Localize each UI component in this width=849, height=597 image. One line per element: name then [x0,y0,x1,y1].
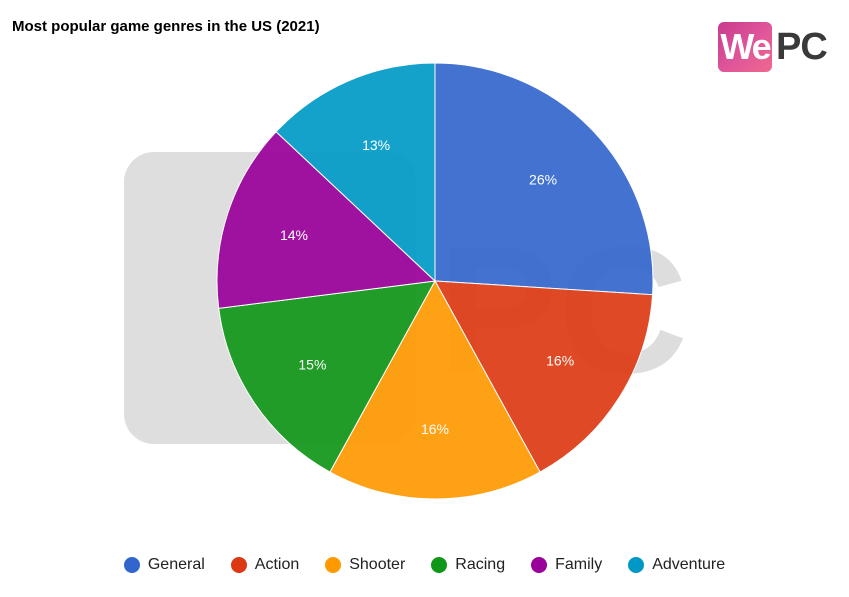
legend-label: Racing [455,556,506,573]
legend: General Action Shooter Racing Family Adventur… [0,556,849,574]
legend-item-family: Family [531,556,602,574]
legend-swatch [531,557,548,573]
legend-swatch [230,557,247,573]
slice-label-shooter: 16% [421,421,449,437]
logo-badge: We [718,22,772,72]
pie-slice-shooter [329,279,541,500]
legend-item-general: General [123,556,205,574]
legend-label: Action [254,556,300,573]
pie-slice-family [216,131,437,309]
chart-title: Most popular game genres in the US (2021… [12,18,320,35]
slice-label-action: 16% [546,352,574,368]
legend-item-shooter: Shooter [325,556,405,574]
wepc-logo: We PC [718,22,828,72]
legend-item-adventure: Adventure [628,556,725,574]
logo-text: PC [776,25,828,68]
pie-slice-racing [218,280,436,473]
legend-swatch [123,557,140,573]
slice-label-racing: 15% [298,356,326,372]
slice-label-general: 26% [529,172,557,188]
legend-label: Adventure [652,556,726,573]
pie-slice-action [434,280,654,473]
slice-label-adventure: 13% [362,137,390,153]
pie-slice-general [434,62,654,296]
legend-swatch [431,557,448,573]
pie-slice-adventure [275,62,436,283]
legend-swatch [325,557,342,573]
slice-label-family: 14% [280,227,308,243]
legend-item-action: Action [230,556,300,574]
legend-label: General [147,556,205,573]
legend-label: Family [555,556,603,573]
legend-label: Shooter [349,556,406,573]
legend-item-racing: Racing [431,556,505,574]
legend-swatch [628,557,645,573]
